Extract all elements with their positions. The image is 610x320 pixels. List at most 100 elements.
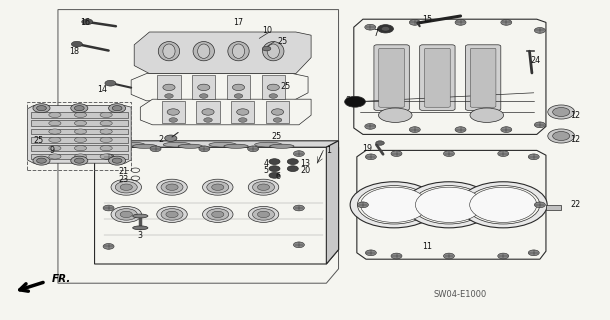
Circle shape [165, 94, 173, 98]
Ellipse shape [100, 154, 112, 159]
Circle shape [207, 181, 229, 193]
Circle shape [105, 80, 116, 86]
Circle shape [203, 206, 233, 222]
FancyBboxPatch shape [470, 48, 496, 107]
Ellipse shape [74, 137, 87, 142]
Circle shape [165, 135, 177, 141]
FancyBboxPatch shape [374, 45, 409, 110]
Text: 20: 20 [300, 166, 310, 175]
Circle shape [112, 106, 122, 111]
Ellipse shape [209, 142, 237, 147]
Circle shape [467, 186, 540, 224]
Polygon shape [30, 120, 128, 126]
Polygon shape [262, 75, 285, 99]
Circle shape [212, 211, 224, 218]
Text: 19: 19 [362, 144, 372, 153]
Circle shape [415, 187, 483, 222]
FancyBboxPatch shape [420, 45, 455, 110]
Circle shape [361, 187, 428, 222]
Ellipse shape [74, 121, 87, 126]
Circle shape [357, 202, 368, 208]
Polygon shape [192, 75, 215, 99]
Circle shape [287, 159, 298, 164]
Ellipse shape [74, 146, 87, 151]
Polygon shape [227, 75, 250, 99]
Circle shape [548, 129, 575, 143]
Text: 12: 12 [570, 135, 581, 144]
Polygon shape [266, 101, 289, 123]
Polygon shape [134, 32, 311, 74]
Circle shape [470, 187, 537, 222]
Circle shape [391, 151, 402, 156]
Ellipse shape [267, 44, 279, 59]
Text: 2: 2 [159, 135, 163, 144]
Text: 15: 15 [422, 15, 432, 24]
Polygon shape [30, 145, 128, 151]
Circle shape [381, 27, 390, 31]
Circle shape [232, 84, 245, 91]
Ellipse shape [228, 42, 249, 61]
Circle shape [74, 106, 84, 111]
Circle shape [207, 209, 229, 220]
Circle shape [269, 166, 280, 172]
Ellipse shape [49, 112, 61, 117]
Circle shape [409, 20, 420, 25]
Text: 5: 5 [264, 166, 268, 175]
Ellipse shape [133, 226, 148, 230]
Circle shape [365, 250, 376, 256]
Text: 10: 10 [262, 26, 272, 35]
Circle shape [501, 20, 512, 25]
Text: 13: 13 [300, 159, 310, 168]
FancyBboxPatch shape [379, 48, 404, 107]
Circle shape [111, 206, 142, 222]
Text: 8: 8 [346, 96, 351, 105]
Text: 22: 22 [570, 200, 581, 209]
Ellipse shape [159, 42, 180, 61]
Ellipse shape [100, 112, 112, 117]
Ellipse shape [100, 137, 112, 142]
Circle shape [455, 20, 466, 25]
Circle shape [534, 28, 545, 33]
Circle shape [115, 209, 137, 220]
Ellipse shape [100, 129, 112, 134]
Polygon shape [27, 106, 131, 163]
Circle shape [103, 244, 114, 249]
Text: 3: 3 [138, 231, 143, 240]
Polygon shape [30, 129, 128, 134]
Circle shape [248, 206, 279, 222]
Text: 16: 16 [81, 18, 90, 27]
Bar [526, 50, 534, 51]
Ellipse shape [163, 142, 190, 147]
Circle shape [37, 158, 46, 163]
Text: 25: 25 [34, 136, 44, 145]
Text: 25: 25 [278, 37, 288, 46]
Circle shape [498, 151, 509, 156]
Circle shape [71, 41, 82, 47]
Circle shape [199, 146, 210, 152]
Text: 7: 7 [373, 29, 378, 38]
Text: SW04-E1000: SW04-E1000 [434, 290, 487, 299]
Circle shape [248, 179, 279, 195]
Ellipse shape [178, 144, 203, 148]
Circle shape [161, 209, 183, 220]
Circle shape [287, 166, 298, 172]
Circle shape [293, 205, 304, 211]
Circle shape [501, 127, 512, 132]
Circle shape [212, 184, 224, 190]
Circle shape [161, 181, 183, 193]
Circle shape [166, 184, 178, 190]
Circle shape [157, 179, 187, 195]
Text: 4: 4 [264, 159, 268, 168]
Text: 18: 18 [70, 47, 79, 56]
Circle shape [74, 158, 84, 163]
Ellipse shape [132, 144, 157, 148]
Circle shape [412, 186, 486, 224]
Circle shape [528, 250, 539, 256]
Text: 25: 25 [271, 132, 282, 140]
Circle shape [150, 146, 161, 152]
Text: 17: 17 [233, 18, 243, 27]
Polygon shape [140, 99, 311, 125]
Polygon shape [157, 75, 181, 99]
Circle shape [269, 94, 278, 98]
Ellipse shape [49, 121, 61, 126]
